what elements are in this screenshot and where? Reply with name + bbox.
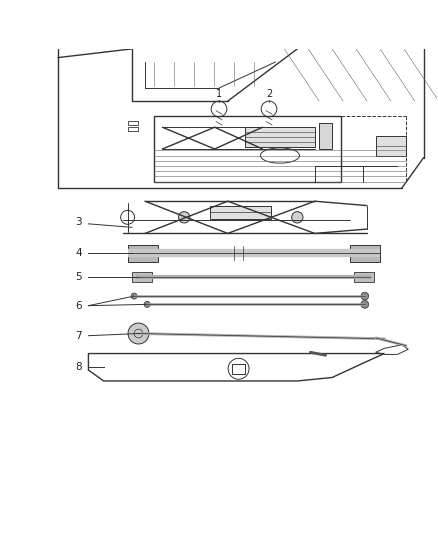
Text: 5: 5: [75, 272, 82, 282]
Polygon shape: [127, 245, 158, 262]
Circle shape: [361, 292, 369, 300]
Circle shape: [128, 323, 149, 344]
Polygon shape: [245, 127, 315, 147]
Text: 8: 8: [75, 362, 82, 372]
Circle shape: [361, 301, 369, 308]
Polygon shape: [354, 272, 374, 282]
Polygon shape: [350, 245, 380, 262]
Text: 4: 4: [75, 248, 82, 259]
Text: 2: 2: [266, 89, 272, 99]
Circle shape: [179, 212, 190, 223]
Text: 7: 7: [75, 331, 82, 341]
Polygon shape: [376, 136, 406, 156]
Circle shape: [144, 301, 150, 308]
Circle shape: [292, 212, 303, 223]
Polygon shape: [132, 272, 152, 282]
Text: 6: 6: [75, 301, 82, 311]
Text: 1: 1: [216, 89, 222, 99]
Polygon shape: [319, 123, 332, 149]
Polygon shape: [210, 206, 271, 219]
Circle shape: [131, 293, 137, 299]
Text: 3: 3: [75, 217, 82, 227]
